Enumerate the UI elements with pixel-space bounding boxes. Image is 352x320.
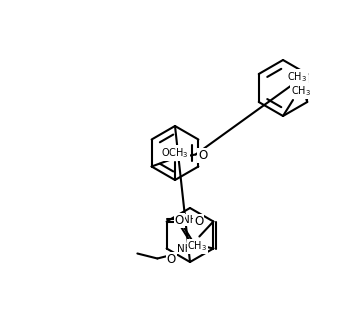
Text: CH$_3$: CH$_3$ — [287, 70, 307, 84]
Text: O: O — [167, 253, 176, 266]
Text: NH: NH — [177, 244, 192, 253]
Text: CH$_3$: CH$_3$ — [291, 84, 311, 98]
Text: O: O — [194, 215, 203, 228]
Text: CH$_3$: CH$_3$ — [187, 240, 207, 253]
Text: O: O — [175, 214, 184, 227]
Text: NH: NH — [182, 215, 198, 225]
Text: OCH$_3$: OCH$_3$ — [161, 146, 189, 160]
Text: O: O — [198, 149, 207, 162]
